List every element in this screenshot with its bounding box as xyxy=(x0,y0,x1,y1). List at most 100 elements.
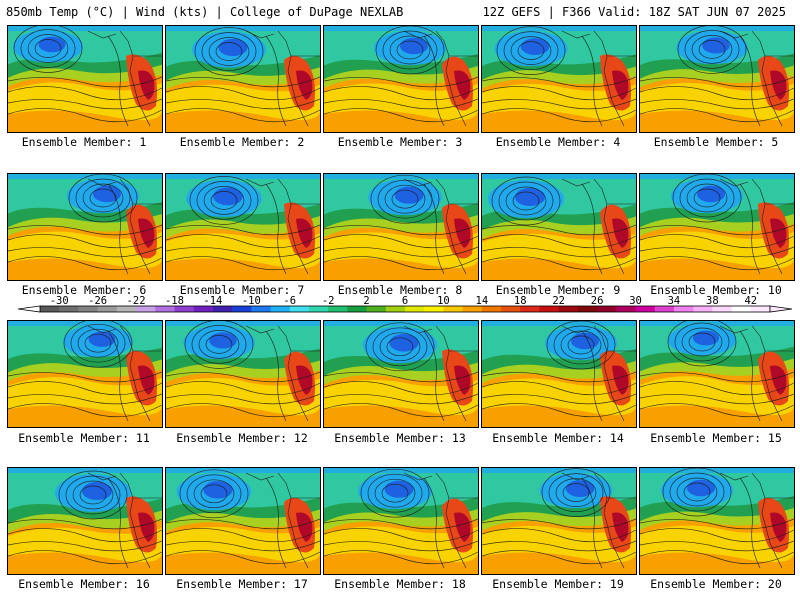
temperature-map xyxy=(8,174,162,280)
colorbar-segment xyxy=(654,306,675,312)
colorbar-segment xyxy=(501,306,521,312)
colorbar-segment xyxy=(212,306,233,312)
colorbar-tick-label: -18 xyxy=(165,296,184,307)
colorbar-segment xyxy=(97,306,118,312)
temperature-map xyxy=(8,26,162,132)
ensemble-member-label: Ensemble Member: 17 xyxy=(176,577,308,591)
ensemble-member-label: Ensemble Member: 5 xyxy=(653,135,779,149)
ensemble-member-label: Ensemble Member: 14 xyxy=(492,431,624,445)
colorbar-tick-label: 38 xyxy=(706,296,719,307)
temperature-map xyxy=(640,321,794,427)
ensemble-map-panel xyxy=(639,320,795,428)
colorbar-segment xyxy=(251,306,272,312)
colorbar-segment xyxy=(462,306,483,312)
ensemble-member-label: Ensemble Member: 19 xyxy=(492,577,624,591)
colorbar-tick-label: 22 xyxy=(552,296,565,307)
ensemble-member-label: Ensemble Member: 13 xyxy=(334,431,466,445)
ensemble-map-panel xyxy=(7,320,163,428)
temperature-map xyxy=(166,174,320,280)
colorbar-segment xyxy=(539,306,560,312)
colorbar-segment xyxy=(116,306,137,312)
ensemble-member-label: Ensemble Member: 20 xyxy=(650,577,782,591)
ensemble-map-panel xyxy=(639,173,795,281)
ensemble-map-panel xyxy=(481,467,637,575)
colorbar-segment xyxy=(270,306,291,312)
ensemble-member-label: Ensemble Member: 8 xyxy=(337,283,463,297)
ensemble-map-panel xyxy=(165,173,321,281)
colorbar-segment xyxy=(59,306,79,312)
ensemble-member-label: Ensemble Member: 6 xyxy=(21,283,147,297)
ensemble-map-panel xyxy=(639,467,795,575)
colorbar-tick-label: 30 xyxy=(629,296,642,307)
header-title-right: 12Z GEFS | F366 Valid: 18Z SAT JUN 07 20… xyxy=(482,5,786,19)
temperature-map xyxy=(640,468,794,574)
colorbar-segment xyxy=(481,306,502,312)
colorbar-segment xyxy=(635,306,656,312)
colorbar-segment xyxy=(577,306,598,312)
colorbar-left-arrow xyxy=(17,305,41,313)
ensemble-member-label: Ensemble Member: 12 xyxy=(176,431,308,445)
ensemble-map-panel xyxy=(323,173,479,281)
temperature-colorbar: -30 -26 -22 -18 -14 -10 -6 -2 2 6 10 14 18 22 26 30 34 38… xyxy=(0,296,800,320)
colorbar-tick-label: -22 xyxy=(127,296,146,307)
temperature-map xyxy=(166,26,320,132)
ensemble-map-panel xyxy=(165,320,321,428)
colorbar-tick-label: -10 xyxy=(242,296,261,307)
colorbar-right-arrow xyxy=(769,305,793,313)
ensemble-member-label: Ensemble Member: 16 xyxy=(18,577,150,591)
colorbar-tick-label: -30 xyxy=(50,296,69,307)
ensemble-map-panel xyxy=(481,320,637,428)
temperature-map xyxy=(640,174,794,280)
colorbar-tick-label: -26 xyxy=(88,296,107,307)
temperature-map xyxy=(8,468,162,574)
colorbar-tick-label: 6 xyxy=(402,296,408,307)
colorbar-segment xyxy=(597,306,617,312)
colorbar-segment xyxy=(424,306,444,312)
ensemble-map-panel xyxy=(7,173,163,281)
colorbar-svg: -30 -26 -22 -18 -14 -10 -6 -2 2 6 10 14 18 22 26 30 34 38… xyxy=(17,296,793,313)
colorbar-segment xyxy=(443,306,464,312)
colorbar-segment xyxy=(405,306,425,312)
colorbar-tick-label: 34 xyxy=(668,296,681,307)
colorbar-segment xyxy=(328,306,348,312)
ensemble-member-label: Ensemble Member: 18 xyxy=(334,577,466,591)
ensemble-map-panel xyxy=(481,25,637,133)
colorbar-segment xyxy=(673,306,694,312)
colorbar-segment xyxy=(520,306,540,312)
colorbar-tick-label: -14 xyxy=(203,296,222,307)
ensemble-member-label: Ensemble Member: 11 xyxy=(18,431,150,445)
ensemble-member-label: Ensemble Member: 4 xyxy=(495,135,621,149)
colorbar-tick-label: 26 xyxy=(591,296,604,307)
ensemble-member-label: Ensemble Member: 2 xyxy=(179,135,305,149)
temperature-map xyxy=(482,26,636,132)
temperature-map xyxy=(482,468,636,574)
temperature-map xyxy=(324,468,478,574)
colorbar-segment xyxy=(712,306,733,312)
colorbar-segment xyxy=(616,306,637,312)
colorbar-tick-label: 42 xyxy=(744,296,757,307)
temperature-map xyxy=(640,26,794,132)
ensemble-map-panel xyxy=(323,467,479,575)
ensemble-map-panel xyxy=(165,25,321,133)
colorbar-segment xyxy=(193,306,214,312)
colorbar-segment xyxy=(232,306,252,312)
temperature-map xyxy=(482,321,636,427)
temperature-map xyxy=(8,321,162,427)
ensemble-map-panel xyxy=(481,173,637,281)
ensemble-map-panel xyxy=(323,320,479,428)
colorbar-segment xyxy=(155,306,175,312)
colorbar-segment xyxy=(731,306,752,312)
ensemble-member-label: Ensemble Member: 7 xyxy=(179,283,305,297)
ensemble-member-label: Ensemble Member: 1 xyxy=(21,135,147,149)
colorbar-tick-label: -2 xyxy=(322,296,335,307)
temperature-map xyxy=(166,468,320,574)
colorbar-segment xyxy=(366,306,387,312)
colorbar-segment xyxy=(78,306,99,312)
colorbar-segment xyxy=(385,306,406,312)
temperature-map xyxy=(324,321,478,427)
colorbar-segment xyxy=(308,306,329,312)
temperature-map xyxy=(482,174,636,280)
colorbar-segment xyxy=(750,306,771,312)
temperature-map xyxy=(324,26,478,132)
ensemble-map-panel xyxy=(165,467,321,575)
